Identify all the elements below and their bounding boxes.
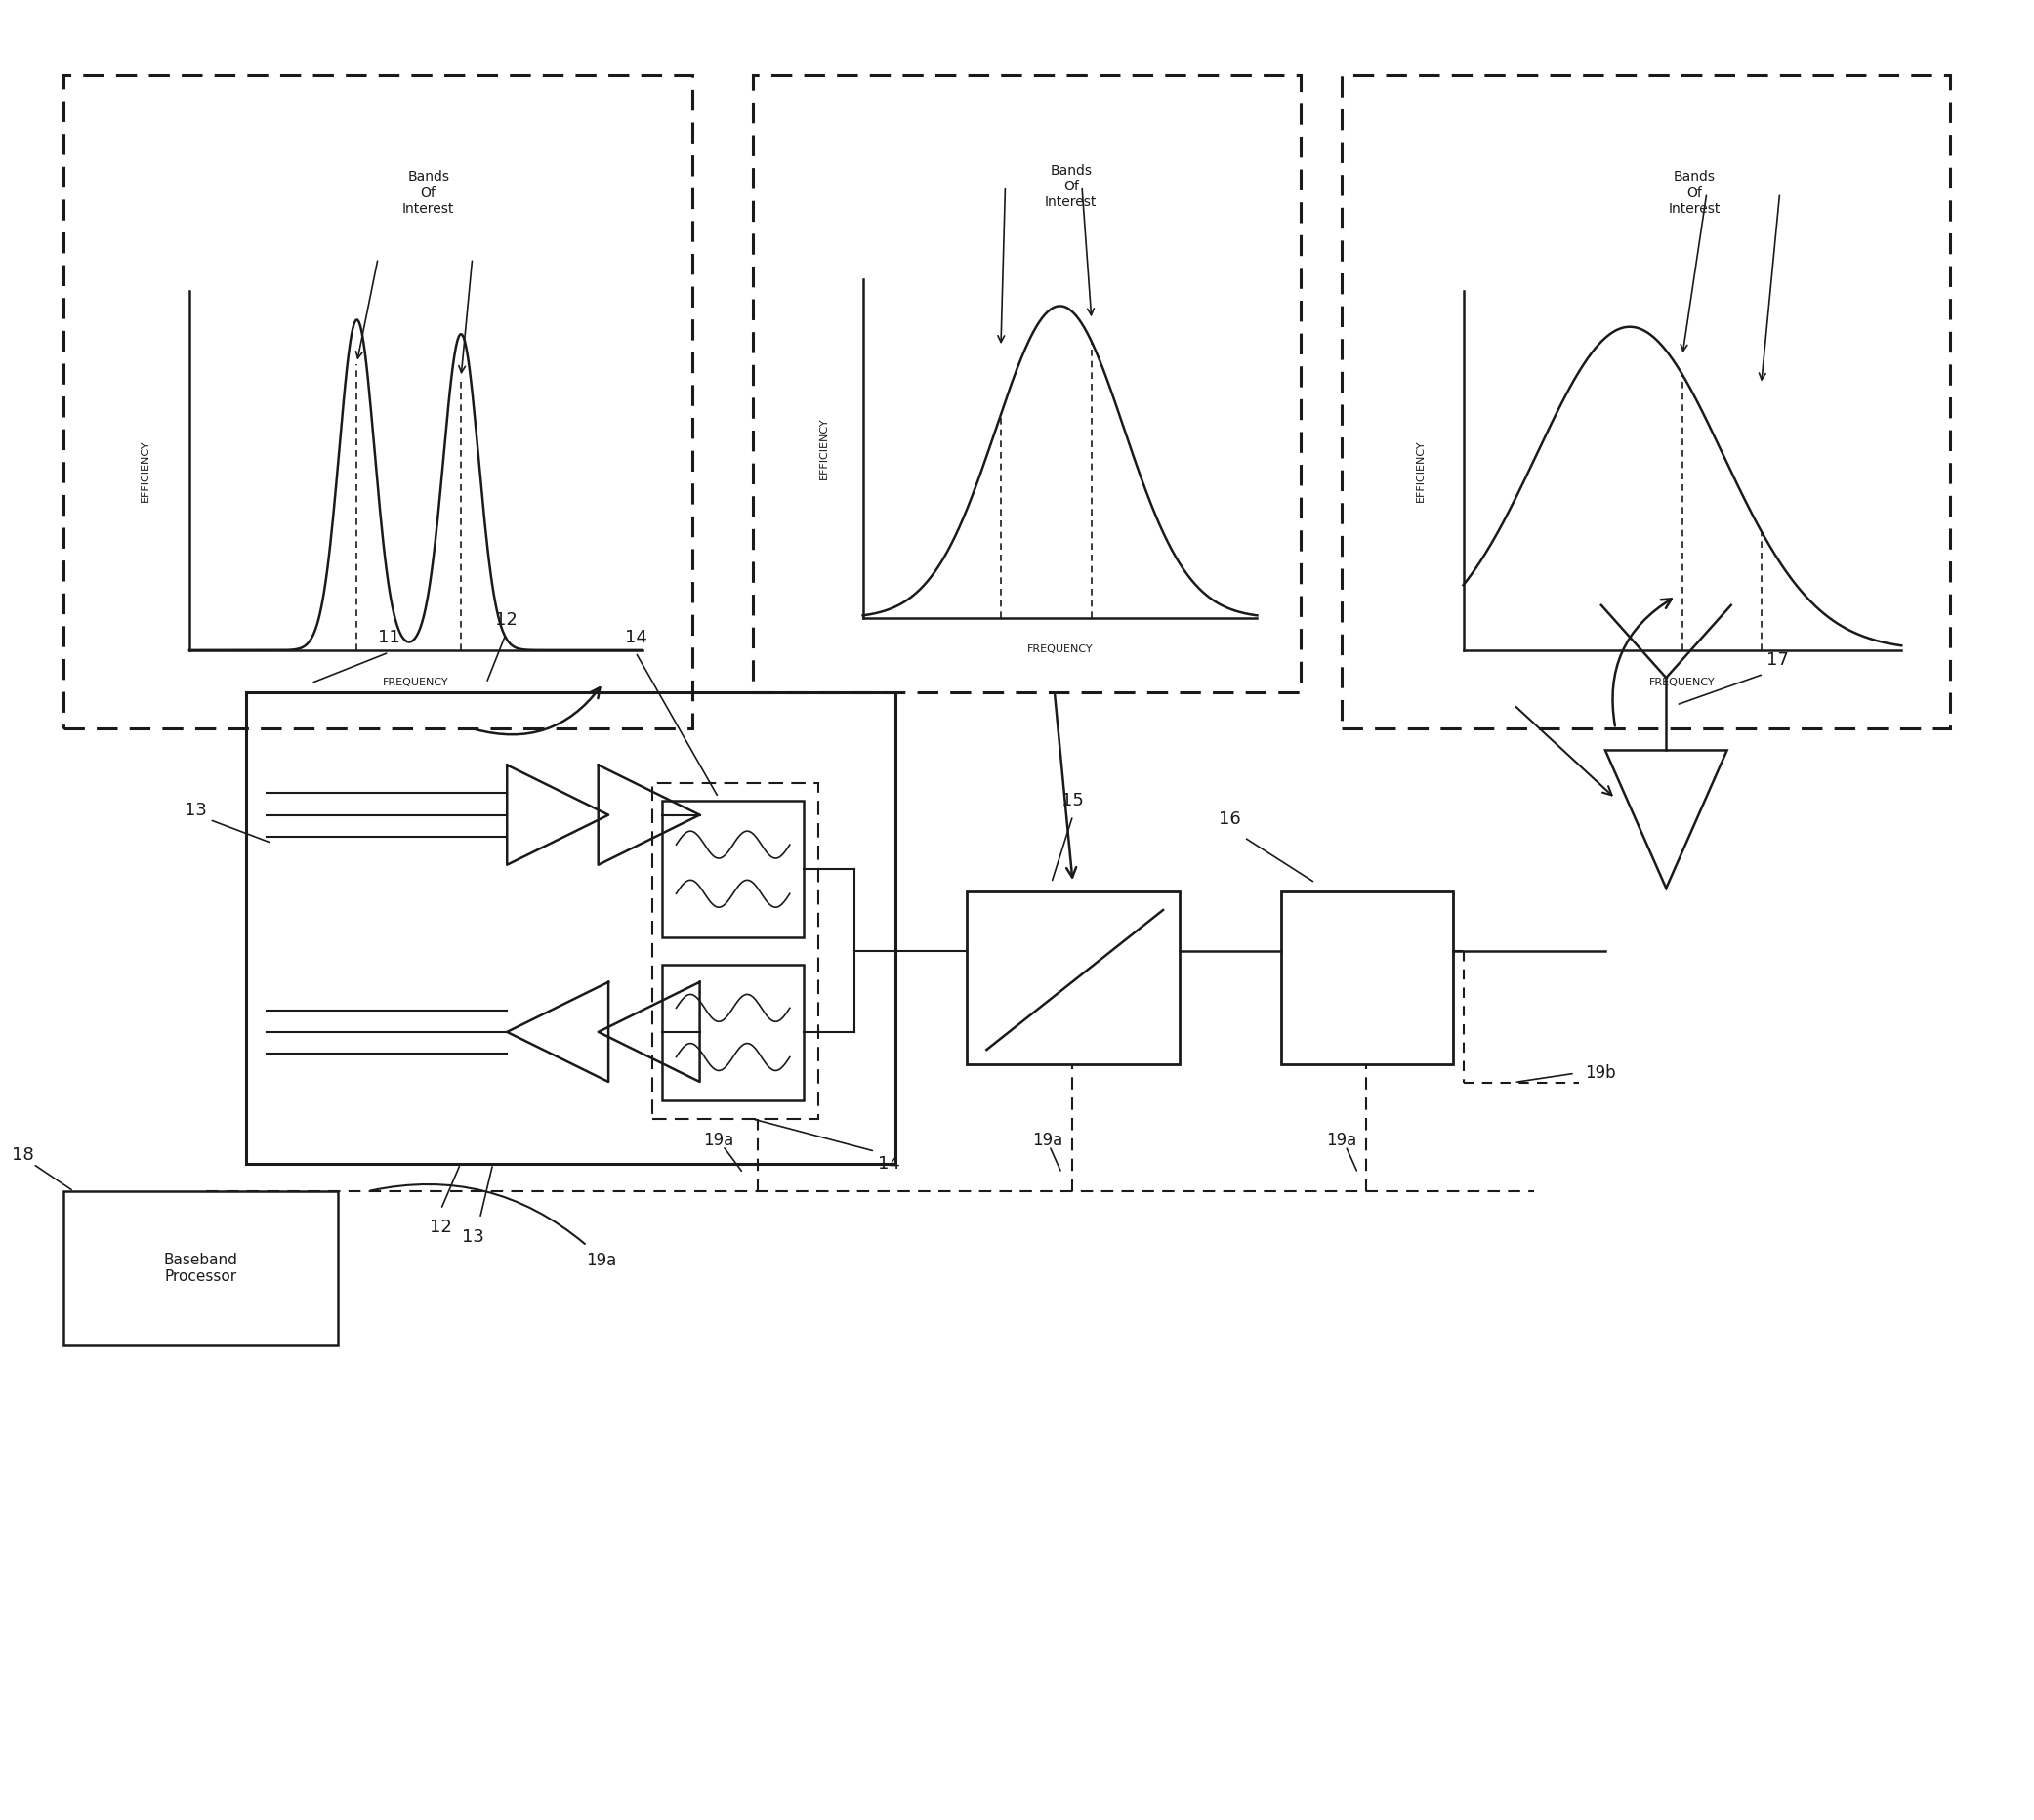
Text: 13: 13: [185, 801, 207, 819]
Text: EFFICIENCY: EFFICIENCY: [140, 439, 151, 502]
FancyArrowPatch shape: [1056, 695, 1076, 877]
Text: 15: 15: [1062, 792, 1084, 810]
Text: 12: 12: [494, 612, 517, 628]
Text: 12: 12: [429, 1219, 452, 1236]
Text: EFFICIENCY: EFFICIENCY: [1416, 439, 1426, 502]
Text: 18: 18: [12, 1147, 35, 1163]
Text: 13: 13: [462, 1228, 484, 1245]
Text: 19a: 19a: [586, 1252, 616, 1269]
Text: 17: 17: [1768, 652, 1788, 668]
Text: Bands
Of
Interest: Bands Of Interest: [1668, 171, 1721, 215]
Text: 19b: 19b: [1584, 1065, 1615, 1083]
Text: Bands
Of
Interest: Bands Of Interest: [403, 171, 454, 215]
Text: Baseband
Processor: Baseband Processor: [163, 1252, 238, 1285]
Text: 16: 16: [1218, 810, 1241, 828]
Text: 14: 14: [879, 1156, 901, 1172]
Text: FREQUENCY: FREQUENCY: [382, 677, 450, 688]
Text: 19a: 19a: [1031, 1132, 1062, 1148]
Text: 14: 14: [624, 630, 647, 646]
Text: FREQUENCY: FREQUENCY: [1650, 677, 1715, 688]
Text: EFFICIENCY: EFFICIENCY: [820, 417, 830, 480]
FancyArrowPatch shape: [476, 688, 600, 735]
Text: 19a: 19a: [1326, 1132, 1357, 1148]
Text: Bands
Of
Interest: Bands Of Interest: [1045, 164, 1096, 209]
Text: 19a: 19a: [704, 1132, 734, 1148]
FancyArrowPatch shape: [1613, 599, 1672, 726]
Text: 11: 11: [378, 630, 401, 646]
Text: FREQUENCY: FREQUENCY: [1027, 644, 1092, 653]
